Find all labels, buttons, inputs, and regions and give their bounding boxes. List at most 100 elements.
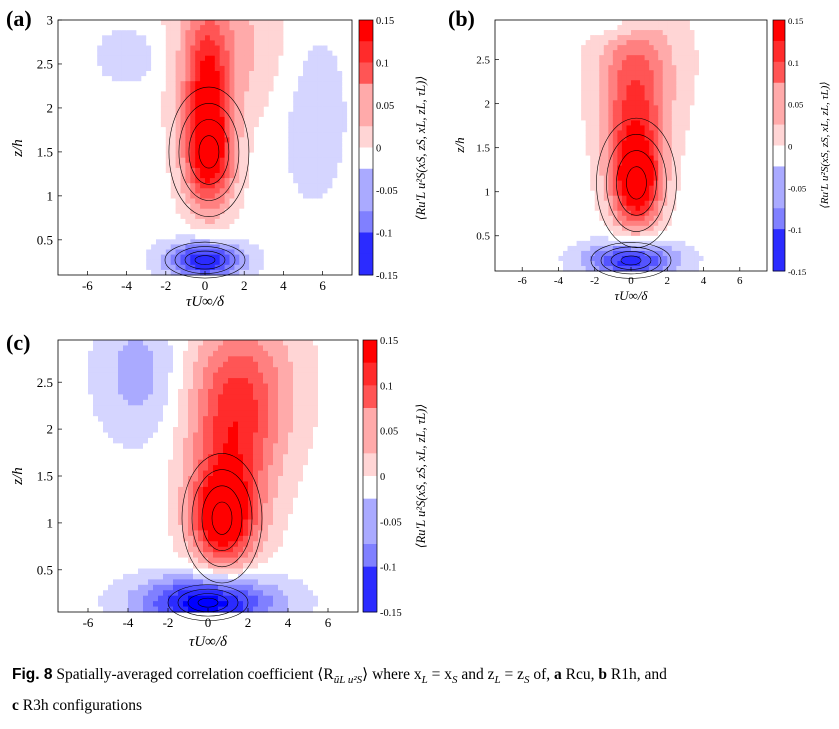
heatmap-cell	[653, 105, 659, 111]
heatmap-cell	[156, 60, 162, 67]
heatmap-cell	[244, 132, 250, 138]
heatmap-cell	[209, 264, 216, 271]
heatmap-cell	[327, 224, 333, 230]
heatmap-cell	[612, 115, 618, 121]
heatmap-cell	[322, 162, 329, 169]
heatmap-cell	[653, 265, 659, 272]
heatmap-cell	[599, 195, 605, 202]
heatmap-cell	[347, 55, 353, 62]
heatmap-cell	[553, 130, 560, 137]
heatmap-cell	[626, 175, 632, 182]
heatmap-cell	[298, 244, 304, 251]
heatmap-cell	[107, 229, 113, 235]
heatmap-cell	[126, 20, 133, 26]
heatmap-cell	[495, 235, 501, 242]
heatmap-cell	[229, 157, 235, 164]
heatmap-cell	[567, 225, 573, 232]
heatmap-cell	[522, 205, 528, 212]
heatmap-cell	[244, 76, 250, 82]
heatmap-cell	[200, 178, 206, 184]
heatmap-cell	[87, 208, 93, 215]
heatmap-cell	[200, 71, 206, 77]
heatmap-cell	[594, 205, 600, 212]
heatmap-cell	[621, 65, 628, 71]
heatmap-cell	[644, 160, 650, 167]
heatmap-cell	[58, 254, 64, 261]
heatmap-cell	[342, 55, 348, 62]
heatmap-cell	[558, 65, 564, 71]
heatmap-cell	[563, 20, 569, 26]
heatmap-cell	[116, 259, 123, 266]
heatmap-cell	[544, 50, 550, 56]
heatmap-cell	[185, 157, 191, 164]
heatmap-cell	[273, 259, 280, 266]
heatmap-cell	[522, 180, 528, 187]
heatmap-cell	[621, 105, 628, 111]
heatmap-cell	[626, 165, 632, 172]
heatmap-cell	[97, 213, 103, 220]
heatmap-cell	[249, 152, 255, 159]
heatmap-cell	[156, 35, 162, 41]
heatmap-cell	[517, 265, 523, 272]
heatmap-cell	[563, 180, 569, 187]
heatmap-cell	[581, 195, 587, 202]
heatmap-cell	[136, 213, 142, 220]
heatmap-cell	[558, 120, 564, 127]
heatmap-cell	[544, 120, 550, 127]
heatmap-cell	[303, 30, 309, 36]
heatmap-cell	[317, 269, 324, 276]
heatmap-cell	[563, 215, 569, 222]
heatmap-cell	[62, 50, 69, 57]
heatmap-cell	[590, 220, 596, 227]
heatmap-cell	[92, 208, 98, 215]
heatmap-cell	[608, 240, 614, 247]
heatmap-cell	[62, 40, 69, 47]
heatmap-cell	[342, 35, 348, 41]
heatmap-cell	[567, 215, 573, 222]
heatmap-cell	[92, 147, 98, 154]
heatmap-cell	[77, 111, 84, 118]
heatmap-cell	[631, 250, 637, 257]
heatmap-cell	[662, 90, 668, 96]
heatmap-cell	[258, 198, 265, 205]
heatmap-cell	[77, 234, 84, 240]
heatmap-cell	[102, 35, 108, 41]
heatmap-cell	[116, 76, 123, 82]
heatmap-cell	[649, 190, 655, 197]
heatmap-cell	[229, 127, 235, 133]
heatmap-cell	[200, 20, 206, 26]
heatmap-cell	[185, 229, 191, 235]
heatmap-cell	[254, 264, 260, 271]
heatmap-cell	[293, 213, 299, 220]
heatmap-cell	[567, 145, 573, 152]
heatmap-cell	[234, 55, 240, 62]
heatmap-cell	[146, 167, 152, 174]
heatmap-cell	[531, 75, 537, 81]
heatmap-cell	[585, 135, 591, 142]
heatmap-cell	[126, 81, 133, 87]
heatmap-cell	[635, 240, 641, 247]
heatmap-cell	[97, 122, 103, 128]
heatmap-cell	[617, 60, 623, 66]
heatmap-cell	[312, 152, 319, 159]
heatmap-cell	[303, 50, 309, 57]
heatmap-cell	[572, 80, 578, 86]
heatmap-cell	[121, 25, 128, 31]
heatmap-cell	[180, 178, 186, 184]
heatmap-cell	[322, 178, 329, 184]
heatmap-cell	[180, 173, 186, 179]
heatmap-cell	[544, 245, 550, 252]
heatmap-cell	[273, 162, 280, 169]
heatmap-cell	[653, 110, 659, 116]
heatmap-cell	[209, 178, 216, 184]
heatmap-cell	[126, 234, 133, 240]
heatmap-cell	[254, 137, 260, 143]
heatmap-cell	[258, 35, 265, 41]
heatmap-cell	[258, 183, 265, 189]
heatmap-cell	[347, 25, 353, 31]
heatmap-cell	[581, 225, 587, 232]
heatmap-cell	[576, 115, 582, 121]
heatmap-cell	[303, 76, 309, 82]
heatmap-cell	[662, 245, 668, 252]
heatmap-cell	[258, 218, 265, 225]
